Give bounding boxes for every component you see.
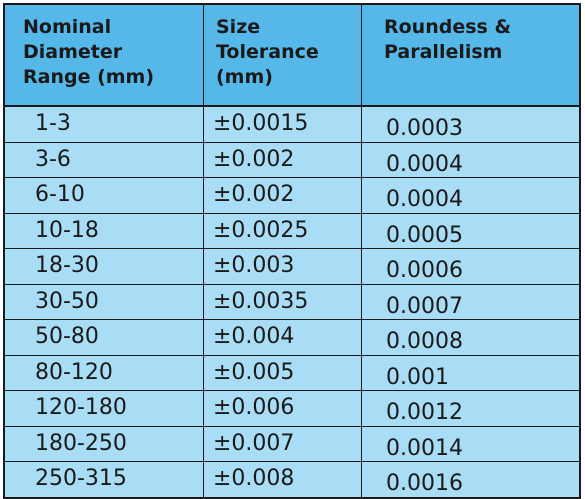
diameter-range-cell: 1-3	[35, 111, 71, 136]
roundness-cell: 0.001	[361, 355, 579, 393]
diameter-range-cell: 30-50	[35, 288, 99, 314]
size-tolerance-cell: ±0.007	[203, 426, 361, 464]
table-row: 18-30 ±0.003 0.0006	[5, 249, 579, 286]
diameter-range-cell: 3-6	[35, 146, 71, 172]
roundness-cell: 0.0006	[361, 249, 579, 286]
diameter-range-cell: 6-10	[35, 182, 85, 207]
table-row: 180-250 ±0.007 0.0014	[5, 426, 579, 464]
table-row: 80-120 ±0.005 0.001	[5, 355, 579, 393]
table-row: 120-180 ±0.006 0.0012	[5, 391, 579, 428]
table-body: 1-3 ±0.0015 0.0003 3-6 ±0.002 0.0004 6-10 ±0.00…	[5, 107, 579, 499]
diameter-range-cell: 80-120	[35, 359, 113, 385]
roundness-cell: 0.0004	[361, 178, 579, 215]
roundness-cell: 0.0004	[361, 142, 579, 180]
roundness-cell: 0.0014	[361, 426, 579, 464]
size-tolerance-cell: ±0.008	[203, 462, 361, 499]
header-roundness-parallelism: Roundess & Parallelism	[361, 5, 579, 105]
size-tolerance-cell: ±0.0015	[203, 107, 361, 144]
diameter-range-cell: 18-30	[35, 253, 99, 278]
table-row: 30-50 ±0.0035 0.0007	[5, 284, 579, 322]
header-nominal-diameter: Nominal Diameter Range (mm)	[23, 16, 155, 88]
roundness-cell: 0.0007	[361, 284, 579, 322]
diameter-range-cell: 10-18	[35, 217, 99, 243]
table-row: 250-315 ±0.008 0.0016	[5, 462, 579, 499]
table-row: 50-80 ±0.004 0.0008	[5, 320, 579, 357]
tolerance-table: Nominal Diameter Range (mm) Size Toleran…	[3, 3, 581, 499]
diameter-range-cell: 50-80	[35, 324, 99, 349]
size-tolerance-cell: ±0.004	[203, 320, 361, 357]
roundness-cell: 0.0003	[361, 107, 579, 144]
table-row: 6-10 ±0.002 0.0004	[5, 178, 579, 215]
size-tolerance-cell: ±0.006	[203, 391, 361, 428]
size-tolerance-cell: ±0.0025	[203, 213, 361, 251]
size-tolerance-cell: ±0.002	[203, 178, 361, 215]
table-row: 1-3 ±0.0015 0.0003	[5, 107, 579, 144]
roundness-cell: 0.0005	[361, 213, 579, 251]
size-tolerance-cell: ±0.005	[203, 355, 361, 393]
table-row: 10-18 ±0.0025 0.0005	[5, 213, 579, 251]
size-tolerance-cell: ±0.003	[203, 249, 361, 286]
table-row: 3-6 ±0.002 0.0004	[5, 142, 579, 180]
roundness-cell: 0.0012	[361, 391, 579, 428]
table-header: Nominal Diameter Range (mm) Size Toleran…	[5, 5, 579, 107]
diameter-range-cell: 250-315	[35, 466, 127, 491]
header-size-tolerance: Size Tolerance (mm)	[203, 5, 361, 105]
roundness-cell: 0.0016	[361, 462, 579, 499]
diameter-range-cell: 180-250	[35, 430, 127, 456]
diameter-range-cell: 120-180	[35, 395, 127, 420]
size-tolerance-cell: ±0.0035	[203, 284, 361, 322]
size-tolerance-cell: ±0.002	[203, 142, 361, 180]
roundness-cell: 0.0008	[361, 320, 579, 357]
